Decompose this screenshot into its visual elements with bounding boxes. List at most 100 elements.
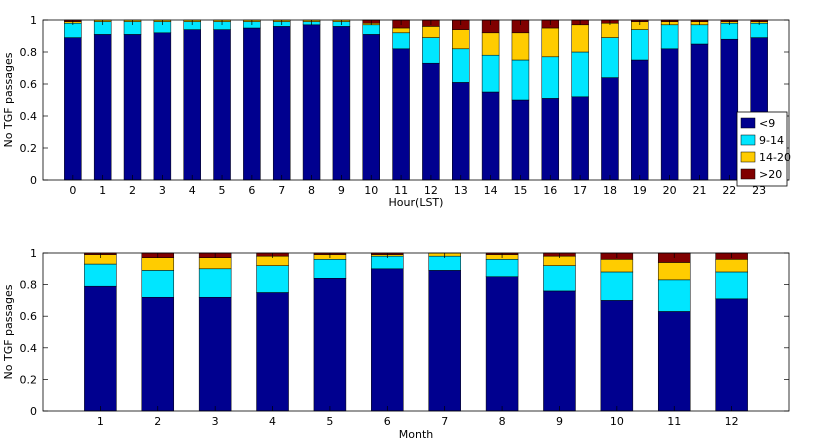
x-tick-label: 15 (513, 184, 527, 197)
bar-segment (371, 268, 404, 412)
legend-label: 9-14 (759, 134, 784, 147)
bar-segment (571, 51, 589, 98)
bar-segment (601, 37, 619, 78)
bar-segment (313, 259, 347, 279)
y-tick-label: 1 (30, 14, 37, 27)
x-tick-label: 7 (441, 415, 448, 428)
legend-label: 14-20 (759, 151, 791, 164)
x-tick-label: 9 (556, 415, 563, 428)
x-tick-label: 19 (633, 184, 647, 197)
y-tick-label: 0 (30, 405, 37, 418)
y-tick-label: 0.6 (20, 310, 38, 323)
bar-segment (84, 285, 117, 412)
bar-segment (571, 24, 589, 53)
bar-segment (720, 38, 739, 181)
x-tick-label: 4 (269, 415, 276, 428)
y-tick-label: 0.8 (20, 46, 38, 59)
x-tick-label: 11 (394, 184, 408, 197)
bar-segment (485, 276, 519, 412)
x-axis-label: Hour(LST) (389, 196, 444, 209)
x-tick-label: 22 (722, 184, 736, 197)
bar-segment (392, 48, 410, 181)
bar-segment (213, 29, 231, 181)
axes-box (42, 252, 790, 412)
x-tick-label: 18 (603, 184, 617, 197)
legend-label: >20 (759, 168, 782, 181)
bar-segment (543, 265, 576, 292)
bar-segment (600, 259, 634, 273)
bar-segment (452, 48, 470, 83)
bar-segment (313, 278, 347, 412)
bar-segment (657, 262, 691, 281)
bar-segment (84, 263, 117, 287)
bar-segment (660, 24, 679, 50)
bar-segment (422, 37, 440, 64)
y-tick-label: 0.4 (20, 110, 38, 123)
x-tick-label: 10 (610, 415, 624, 428)
bar-segment (481, 54, 500, 93)
x-tick-label: 7 (278, 184, 285, 197)
bar-segment (690, 24, 709, 45)
x-tick-label: 5 (326, 415, 333, 428)
x-tick-label: 5 (219, 184, 226, 197)
x-tick-label: 6 (248, 184, 255, 197)
x-tick-label: 4 (189, 184, 196, 197)
bar-segment (362, 24, 380, 35)
bar-segment (243, 27, 261, 181)
x-tick-label: 9 (338, 184, 345, 197)
bar-segment (256, 265, 289, 293)
x-tick-label: 1 (97, 415, 104, 428)
x-tick-label: 8 (499, 415, 506, 428)
y-tick-label: 0 (30, 174, 37, 187)
y-tick-label: 0.8 (20, 279, 38, 292)
bar-segment (93, 34, 112, 181)
y-tick-label: 0.6 (20, 78, 38, 91)
x-tick-label: 3 (159, 184, 166, 197)
bar-segment (541, 27, 560, 58)
bar-segment (332, 26, 351, 181)
x-tick-label: 10 (364, 184, 378, 197)
legend-label: <9 (759, 117, 775, 130)
legend-swatch (740, 151, 756, 163)
bar-segment (302, 24, 321, 181)
x-tick-label: 12 (424, 184, 438, 197)
x-tick-label: 12 (725, 415, 739, 428)
legend-swatch (740, 117, 756, 129)
y-tick-label: 0.2 (20, 373, 38, 386)
bar-segment (183, 29, 201, 181)
bar-segment (511, 99, 530, 181)
bar-segment (422, 26, 440, 38)
bar-segment (485, 259, 519, 277)
x-tick-label: 13 (454, 184, 468, 197)
chart-1: 0 1 2 3 4 5 6 7 8 9 10 11 12 13 14 15 16 17 18 19 20 21 22 2300… (2, 14, 791, 209)
bar-segment (428, 270, 461, 412)
bar-segment (481, 32, 500, 56)
y-axis-label: No TGF passages (2, 52, 15, 147)
x-tick-label: 20 (663, 184, 677, 197)
x-tick-label: 0 (69, 184, 76, 197)
bar-segment (720, 22, 739, 40)
x-tick-label: 17 (573, 184, 587, 197)
bar-segment (631, 29, 649, 61)
legend-swatch (740, 168, 756, 180)
x-tick-label: 16 (543, 184, 557, 197)
bar-segment (141, 257, 175, 271)
bar-segment (272, 26, 291, 181)
x-tick-label: 2 (129, 184, 136, 197)
legend-swatch (740, 134, 756, 146)
x-tick-label: 21 (692, 184, 706, 197)
bar-segment (600, 271, 634, 301)
bar-segment (452, 29, 470, 50)
axes-box (42, 19, 790, 181)
y-axis-label: No TGF passages (2, 284, 15, 379)
bar-segment (141, 296, 175, 412)
x-tick-label: 8 (308, 184, 315, 197)
bar-segment (511, 32, 530, 61)
bar-segment (123, 34, 142, 181)
y-tick-label: 1 (30, 247, 37, 260)
bar-segment (690, 43, 709, 181)
bar-segment (198, 257, 232, 270)
bar-segment (657, 311, 691, 412)
bar-segment (392, 32, 410, 50)
